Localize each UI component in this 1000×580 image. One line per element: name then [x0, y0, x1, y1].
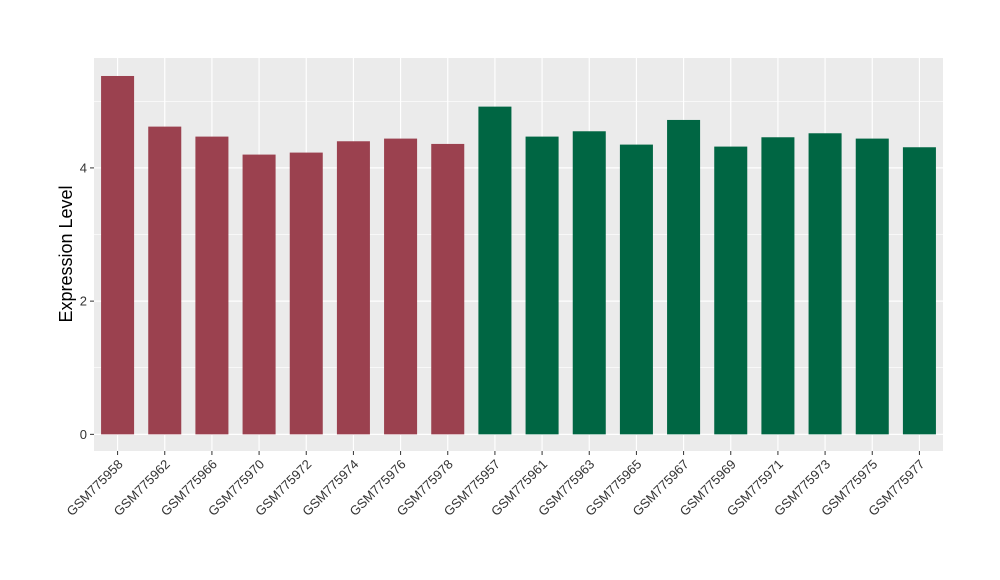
bars: [101, 75, 936, 435]
x-axis: GSM775958GSM775962GSM775966GSM775970GSM7…: [63, 451, 928, 519]
bar-GSM775970: [242, 154, 276, 435]
bar-GSM775963: [572, 131, 606, 435]
bar-GSM775978: [431, 143, 465, 435]
y-tick-label: 4: [80, 160, 87, 175]
bar-GSM775958: [101, 75, 135, 435]
minor-gridlines: [94, 100, 943, 369]
y-tick-label: 0: [80, 427, 87, 442]
bar-GSM775973: [808, 133, 842, 435]
bar-GSM775966: [195, 136, 229, 435]
bar-GSM775972: [289, 152, 323, 435]
y-axis-title: Expression Level: [56, 185, 76, 322]
y-axis: 0 2 4: [80, 160, 94, 442]
y-tick-label: 2: [80, 294, 87, 309]
bar-GSM775976: [384, 138, 418, 435]
bar-GSM775967: [667, 119, 701, 435]
bar-GSM775969: [714, 146, 748, 435]
bar-GSM775977: [902, 147, 936, 435]
bar-GSM775965: [619, 144, 653, 435]
bar-GSM775975: [855, 138, 889, 435]
plot-panel: [94, 58, 943, 451]
bar-GSM775962: [148, 126, 182, 435]
bar-GSM775961: [525, 136, 559, 435]
bar-GSM775971: [761, 137, 795, 435]
bar-GSM775974: [336, 141, 370, 435]
bar-GSM775957: [478, 106, 512, 435]
